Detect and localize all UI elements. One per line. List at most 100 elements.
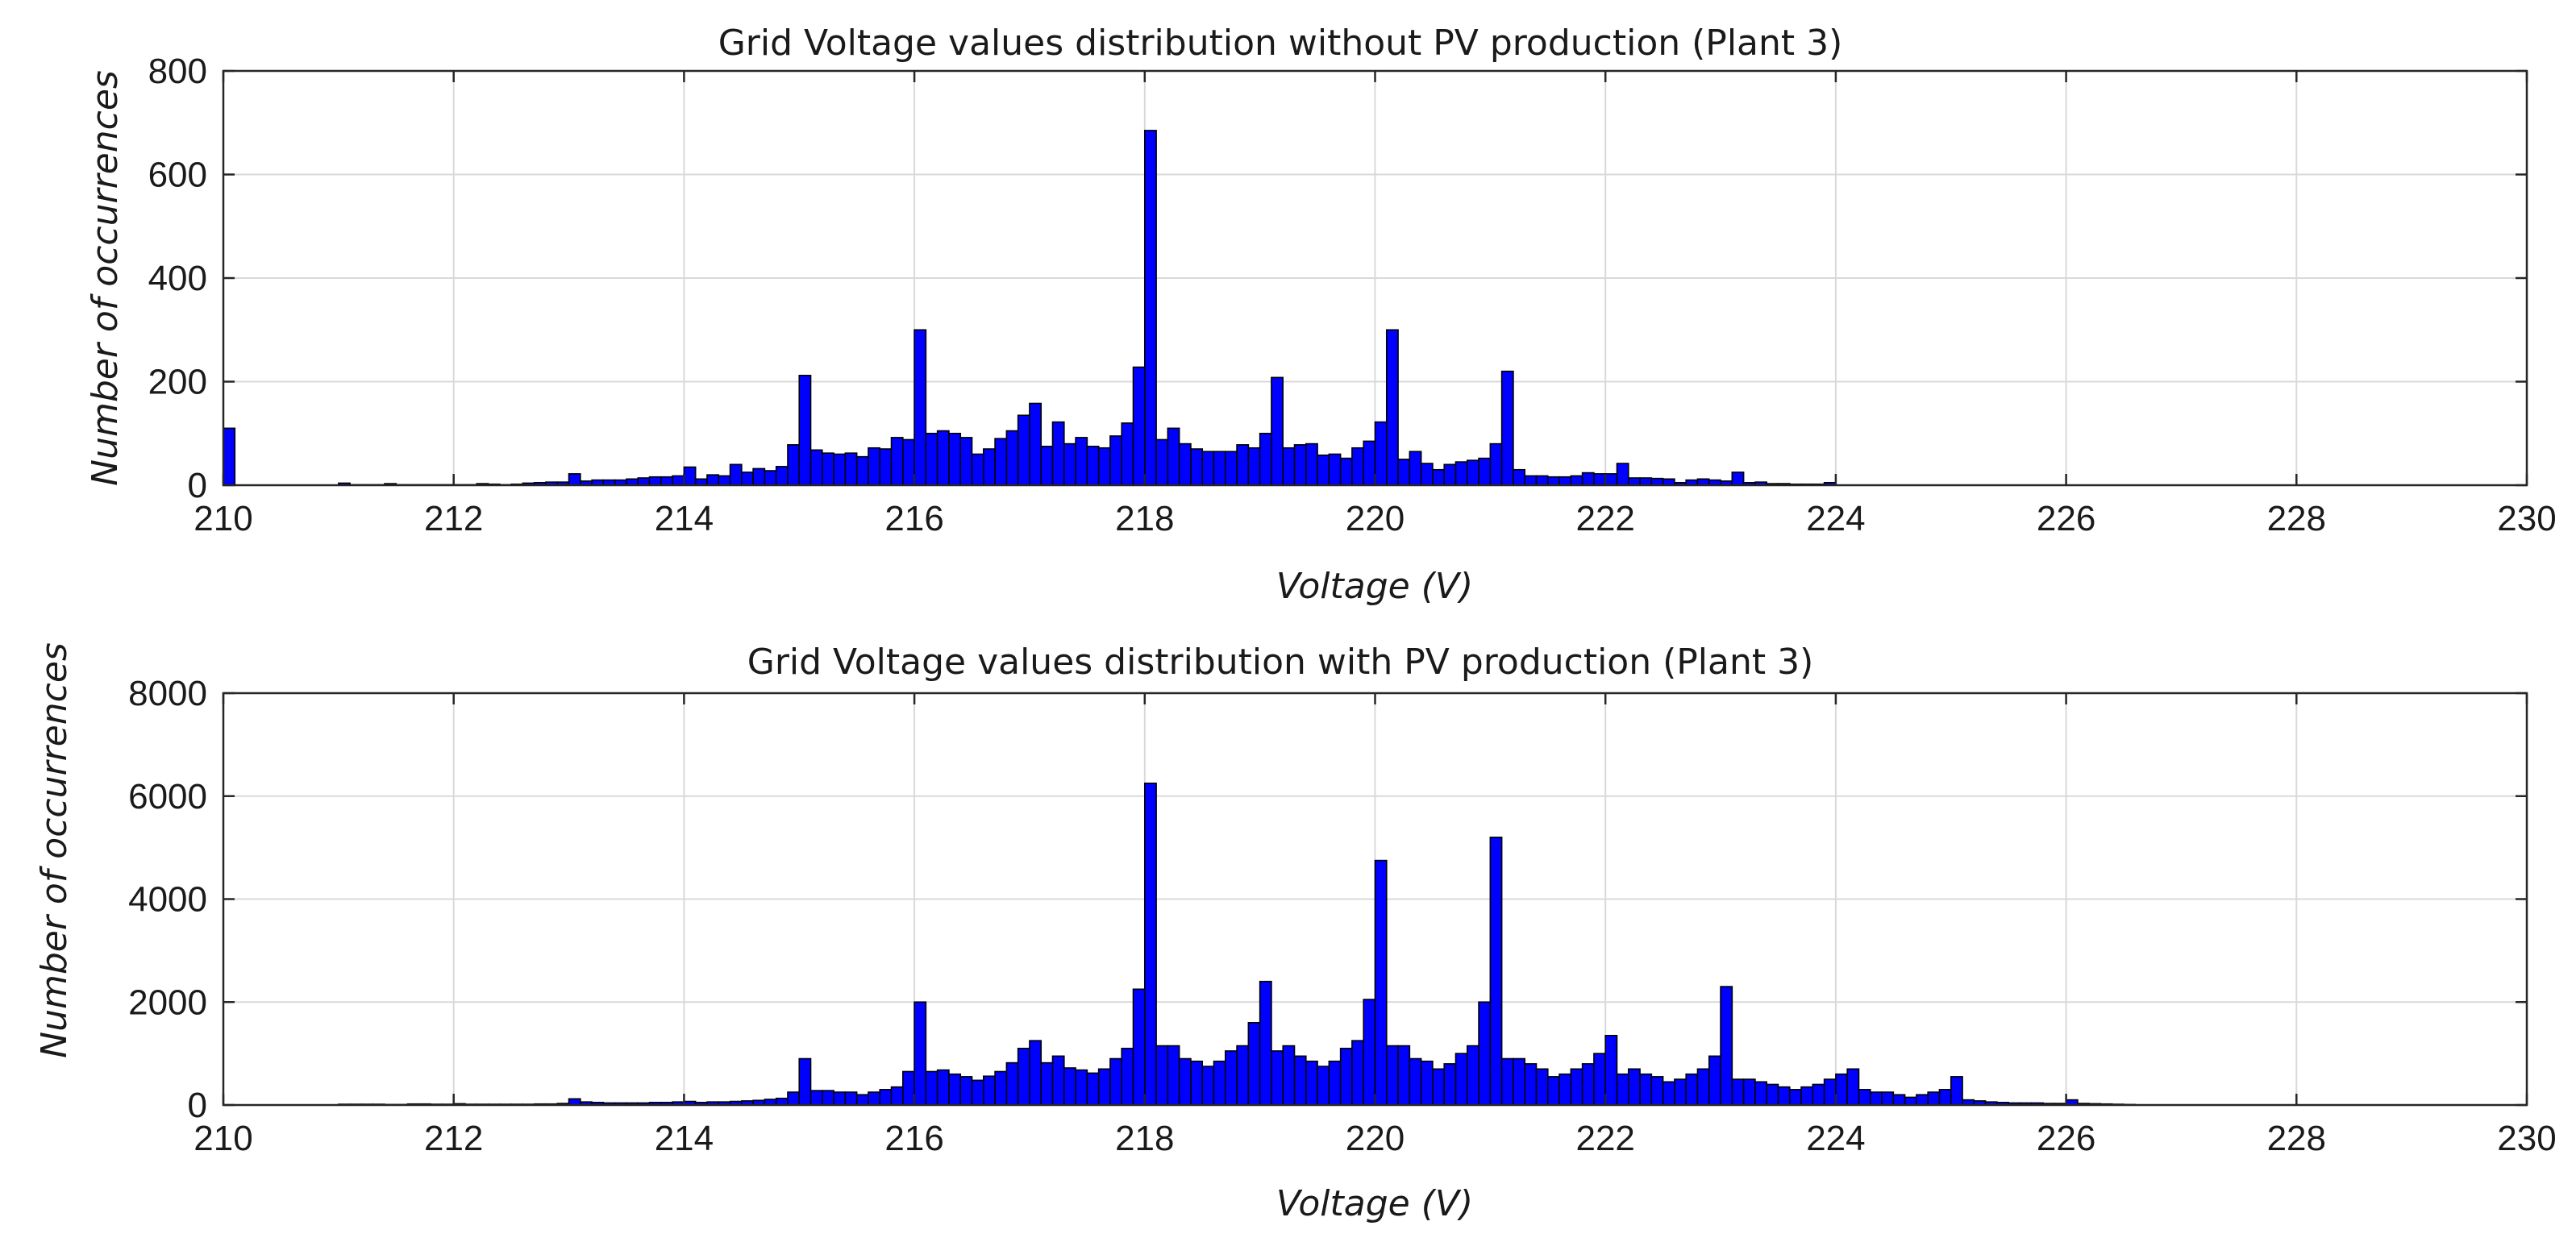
histogram-bar bbox=[1489, 442, 1503, 486]
x-tick-label: 212 bbox=[424, 1119, 483, 1158]
histogram-bar bbox=[648, 476, 662, 486]
histogram-bar bbox=[1132, 366, 1146, 486]
histogram-bar bbox=[1029, 1040, 1042, 1106]
x-tick-label: 224 bbox=[1806, 499, 1865, 538]
x-tick-label: 226 bbox=[2037, 1119, 2095, 1158]
histogram-bar bbox=[844, 1091, 858, 1106]
x-tick-label: 224 bbox=[1806, 1119, 1865, 1158]
histogram-bar bbox=[833, 453, 847, 486]
histogram-bar bbox=[1397, 1045, 1411, 1106]
histogram-bar bbox=[1224, 451, 1238, 486]
histogram-bar bbox=[1604, 1034, 1618, 1106]
histogram-bar bbox=[568, 473, 581, 486]
histogram-bar bbox=[1190, 1060, 1204, 1106]
histogram-bar bbox=[948, 1073, 962, 1106]
y-tick-label: 800 bbox=[148, 52, 207, 91]
histogram-bar bbox=[959, 437, 973, 486]
histogram-bar bbox=[1017, 414, 1030, 486]
histogram-bar bbox=[994, 1070, 1008, 1106]
histogram-bar bbox=[822, 452, 834, 486]
histogram-bar bbox=[1259, 432, 1272, 486]
histogram-bar bbox=[1674, 1078, 1687, 1106]
x-tick-label: 218 bbox=[1115, 1119, 1174, 1158]
histogram-bar bbox=[1627, 1068, 1641, 1106]
histogram-bar bbox=[1731, 472, 1745, 486]
histogram-bar bbox=[983, 1075, 996, 1106]
histogram-bar bbox=[1155, 1045, 1169, 1106]
x-ticks: 210 212 214 216 218 220 222 224 226 228 230 bbox=[194, 71, 2557, 538]
histogram-bar bbox=[1201, 451, 1215, 486]
histogram-bar bbox=[1293, 444, 1307, 486]
histogram-bar bbox=[902, 438, 915, 486]
histogram-bar bbox=[787, 1091, 801, 1106]
histogram-bar bbox=[1869, 1091, 1883, 1106]
histogram-bar bbox=[1178, 442, 1192, 486]
x-tick-label: 218 bbox=[1115, 499, 1174, 538]
histogram-bar bbox=[752, 467, 766, 486]
histogram-bar bbox=[1109, 1057, 1123, 1106]
histogram-bar bbox=[1005, 430, 1019, 486]
histogram-bar bbox=[1201, 1066, 1215, 1106]
histogram-bar bbox=[1247, 447, 1261, 486]
histogram-bar bbox=[1236, 444, 1250, 486]
histogram-bar bbox=[1432, 468, 1446, 486]
y-tick-label: 8000 bbox=[128, 674, 207, 713]
histogram-bar bbox=[1385, 1045, 1399, 1106]
histogram-bar bbox=[1190, 448, 1204, 486]
histogram-bar bbox=[1271, 376, 1284, 486]
histogram-bar bbox=[1858, 1089, 1871, 1106]
histogram-bar bbox=[1500, 370, 1514, 486]
histogram-bar bbox=[1454, 461, 1468, 486]
histogram-bar bbox=[1466, 459, 1479, 486]
histogram-bar bbox=[775, 466, 789, 486]
x-axis-label: Voltage (V) bbox=[1276, 566, 1473, 607]
histogram-bar bbox=[868, 1091, 881, 1106]
histogram-bar bbox=[879, 1089, 893, 1106]
histogram-bar bbox=[1581, 1063, 1595, 1106]
histogram-bar bbox=[1570, 475, 1583, 486]
histogram-bar bbox=[948, 432, 962, 486]
histogram-bar bbox=[1374, 421, 1388, 486]
x-tick-label: 216 bbox=[884, 1119, 943, 1158]
histogram-bar bbox=[1259, 980, 1272, 1106]
y-tick-label: 0 bbox=[188, 466, 207, 505]
histogram-bar bbox=[1766, 1083, 1779, 1106]
y-tick-label: 0 bbox=[188, 1086, 207, 1125]
histogram-bar bbox=[1489, 837, 1503, 1106]
histogram-bar bbox=[868, 447, 881, 486]
histogram-bar bbox=[1950, 1076, 1963, 1106]
histogram-bar bbox=[706, 474, 720, 486]
histogram-bar bbox=[1167, 427, 1180, 486]
x-tick-label: 216 bbox=[884, 499, 943, 538]
histogram-bar bbox=[672, 475, 685, 486]
histogram-bar bbox=[1731, 1078, 1745, 1106]
chart-without-pv: Grid Voltage values distribution without… bbox=[85, 23, 2557, 607]
histogram-bar bbox=[1500, 1057, 1514, 1106]
histogram-bar bbox=[1409, 451, 1422, 486]
histogram-bar bbox=[1086, 1072, 1100, 1106]
grid bbox=[223, 71, 2527, 485]
histogram-bar bbox=[1317, 1066, 1330, 1106]
histogram-bar bbox=[660, 476, 673, 486]
histogram-bar bbox=[1696, 1068, 1710, 1106]
histogram-bar bbox=[1420, 1060, 1434, 1106]
histogram-bar bbox=[1639, 477, 1653, 486]
histogram-bar bbox=[764, 470, 777, 486]
histogram-bar bbox=[1443, 1063, 1457, 1106]
y-tick-label: 600 bbox=[148, 156, 207, 195]
histogram-bar bbox=[1616, 1073, 1629, 1106]
histogram-bar bbox=[1881, 1091, 1895, 1106]
y-ticks: 0 2000 4000 6000 8000 bbox=[128, 674, 2527, 1125]
histogram-bar bbox=[1144, 130, 1157, 486]
x-tick-label: 214 bbox=[655, 1119, 714, 1158]
histogram-bar bbox=[1559, 1073, 1572, 1106]
y-tick-label: 2000 bbox=[128, 983, 207, 1022]
histogram-bar bbox=[1812, 1083, 1825, 1106]
histogram-bar bbox=[971, 453, 984, 486]
y-tick-label: 6000 bbox=[128, 777, 207, 816]
x-tick-label: 230 bbox=[2497, 1119, 2556, 1158]
x-tick-label: 228 bbox=[2267, 499, 2326, 538]
histogram-bar bbox=[798, 374, 812, 486]
histogram-bar bbox=[1121, 422, 1134, 486]
